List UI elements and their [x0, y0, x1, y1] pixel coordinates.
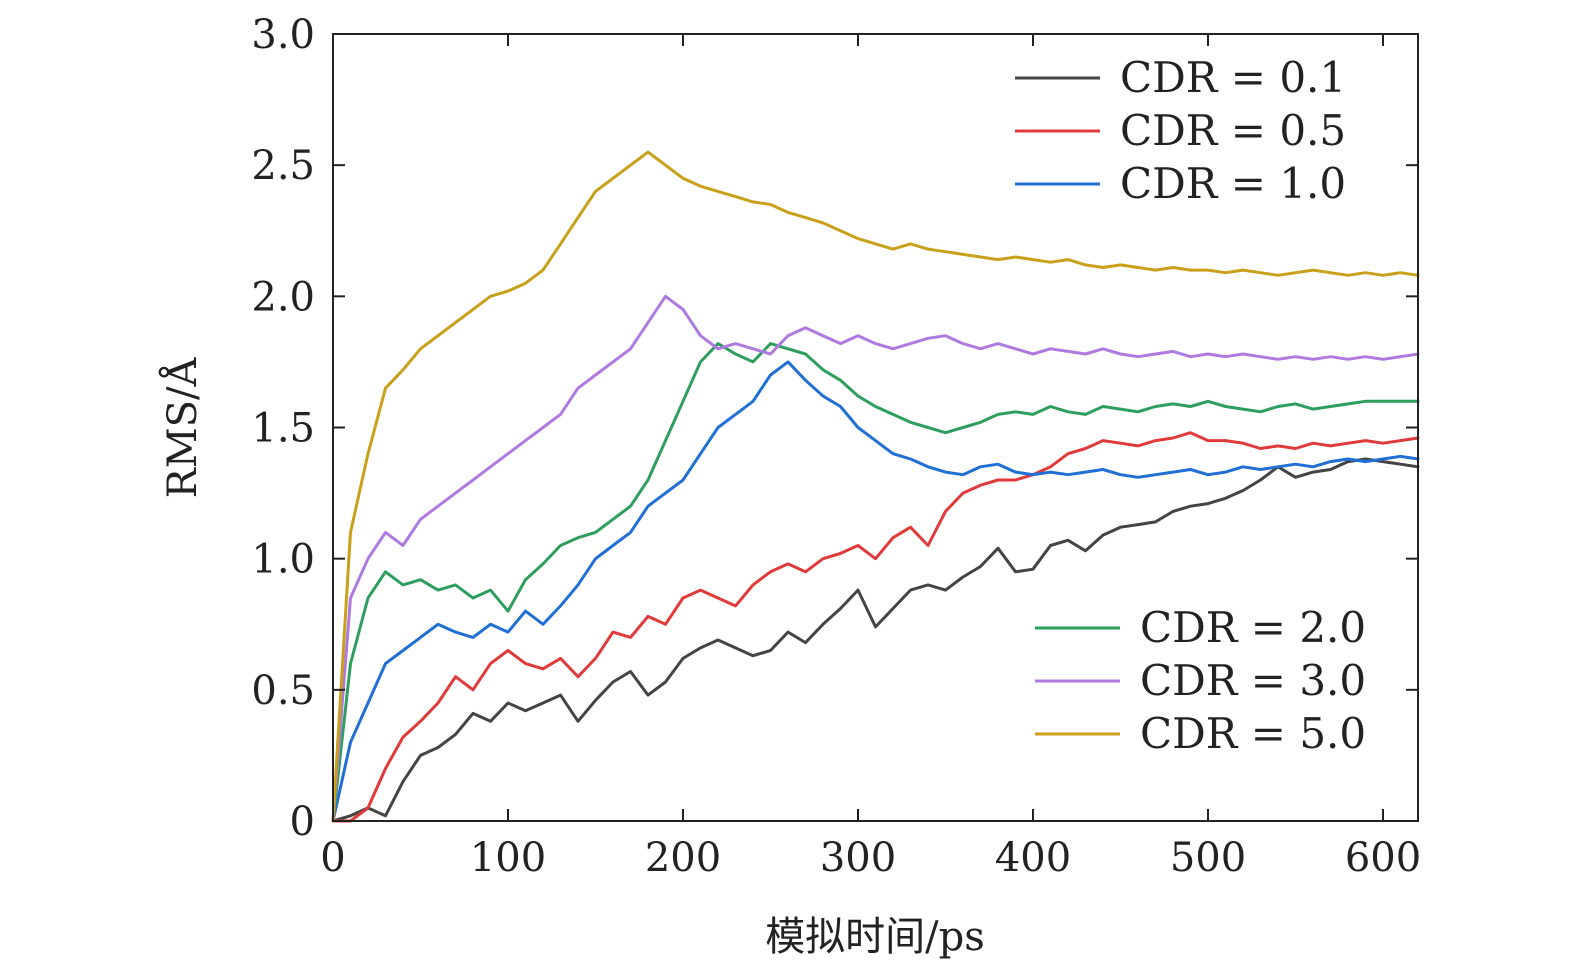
- y-tick-label: 1.0: [251, 537, 315, 583]
- legend-label-cdr-2-0: CDR = 2.0: [1140, 603, 1366, 652]
- y-tick-label: 2.0: [251, 274, 315, 320]
- series-line-cdr-3-0: [331, 294, 1420, 823]
- y-tick-label: 0.5: [251, 668, 315, 714]
- x-axis-title: 模拟时间/ps: [765, 914, 985, 960]
- legend-label-cdr-1-0: CDR = 1.0: [1120, 159, 1346, 208]
- axis-ticks: 0 100 200 300 400 500 600 0 0.5 1.0 1.5 2.0 2.5 3.0: [251, 12, 1421, 881]
- x-tick-label: 500: [1170, 835, 1246, 881]
- legend-label-cdr-0-5: CDR = 0.5: [1120, 106, 1346, 155]
- series-line-cdr-0-5: [331, 431, 1420, 823]
- x-tick-label: 200: [645, 835, 721, 881]
- series-line-cdr-2-0: [331, 342, 1420, 823]
- series-line-cdr-0-1: [331, 457, 1420, 823]
- series-line-cdr-5-0: [331, 150, 1420, 823]
- x-tick-label: 600: [1345, 835, 1421, 881]
- series-layer: [331, 150, 1420, 823]
- y-tick-label: 2.5: [251, 143, 315, 189]
- series-line-cdr-1-0: [331, 360, 1420, 823]
- legend-label-cdr-3-0: CDR = 3.0: [1140, 656, 1366, 705]
- y-tick-label: 0: [290, 799, 315, 845]
- x-tick-label: 400: [995, 835, 1071, 881]
- x-tick-label: 300: [820, 835, 896, 881]
- x-tick-label: 100: [470, 835, 546, 881]
- x-tick-label: 0: [320, 835, 345, 881]
- legend-label-cdr-0-1: CDR = 0.1: [1120, 53, 1346, 102]
- y-tick-label: 1.5: [251, 406, 315, 452]
- legend-label-cdr-5-0: CDR = 5.0: [1140, 709, 1366, 758]
- y-tick-label: 3.0: [251, 12, 315, 58]
- y-axis-title: RMS/Å: [159, 356, 206, 498]
